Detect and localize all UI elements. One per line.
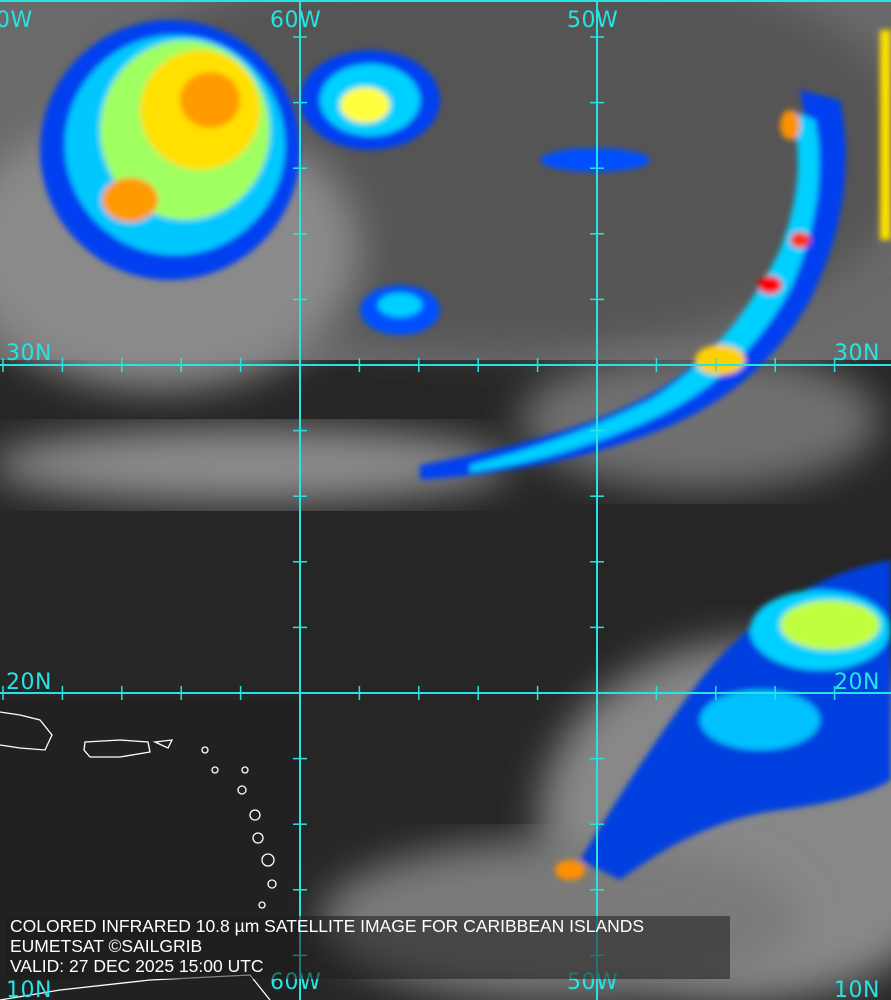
label-left-30n: 30N [6,341,52,366]
coastlines [0,711,277,1000]
label-top-50w: 50W [567,8,619,33]
caption-source: EUMETSAT ©SAILGRIB [10,936,203,956]
label-right-30n: 30N [834,341,880,366]
label-right-20n: 20N [834,670,880,695]
label-top-70w: 0W [0,8,33,33]
label-top-60w: 60W [270,8,322,33]
label-bottom-right-10n: 10N [834,978,880,1000]
convection-se [555,560,891,880]
convection-ne-band [420,30,891,480]
image-caption: COLORED INFRARED 10.8 µm SATELLITE IMAGE… [6,916,730,979]
label-left-20n: 20N [6,670,52,695]
label-bottom-left-10n: 10N [6,978,52,1000]
caption-valid-time: VALID: 27 DEC 2025 15:00 UTC [10,956,264,976]
convection-nw [40,20,650,335]
caption-title: COLORED INFRARED 10.8 µm SATELLITE IMAGE… [10,916,645,936]
